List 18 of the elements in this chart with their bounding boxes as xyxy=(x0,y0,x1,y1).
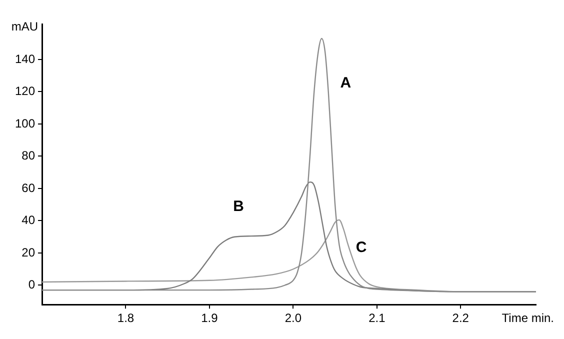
series-label: A xyxy=(340,74,352,92)
series-label: B xyxy=(233,198,244,216)
y-tick-label: 40 xyxy=(22,213,36,228)
x-axis-title: Time min. xyxy=(502,310,554,325)
x-tick-label: 2.0 xyxy=(284,311,302,326)
y-tick-label: 60 xyxy=(22,180,36,195)
y-axis-title: mAU xyxy=(11,19,38,34)
y-tick-label: 80 xyxy=(22,148,36,163)
y-tick-label: 100 xyxy=(14,116,36,130)
series-label: C xyxy=(356,239,367,256)
y-tick-label: 120 xyxy=(14,84,36,98)
x-tick-label: 1.8 xyxy=(117,311,134,326)
x-tick-label: 2.1 xyxy=(368,311,386,326)
y-tick-label: 0 xyxy=(28,278,36,292)
y-tick-label: 20 xyxy=(22,245,36,260)
x-tick-label: 1.9 xyxy=(201,311,218,326)
y-tick-label: 140 xyxy=(14,52,36,66)
x-tick-label: 2.2 xyxy=(452,311,470,326)
